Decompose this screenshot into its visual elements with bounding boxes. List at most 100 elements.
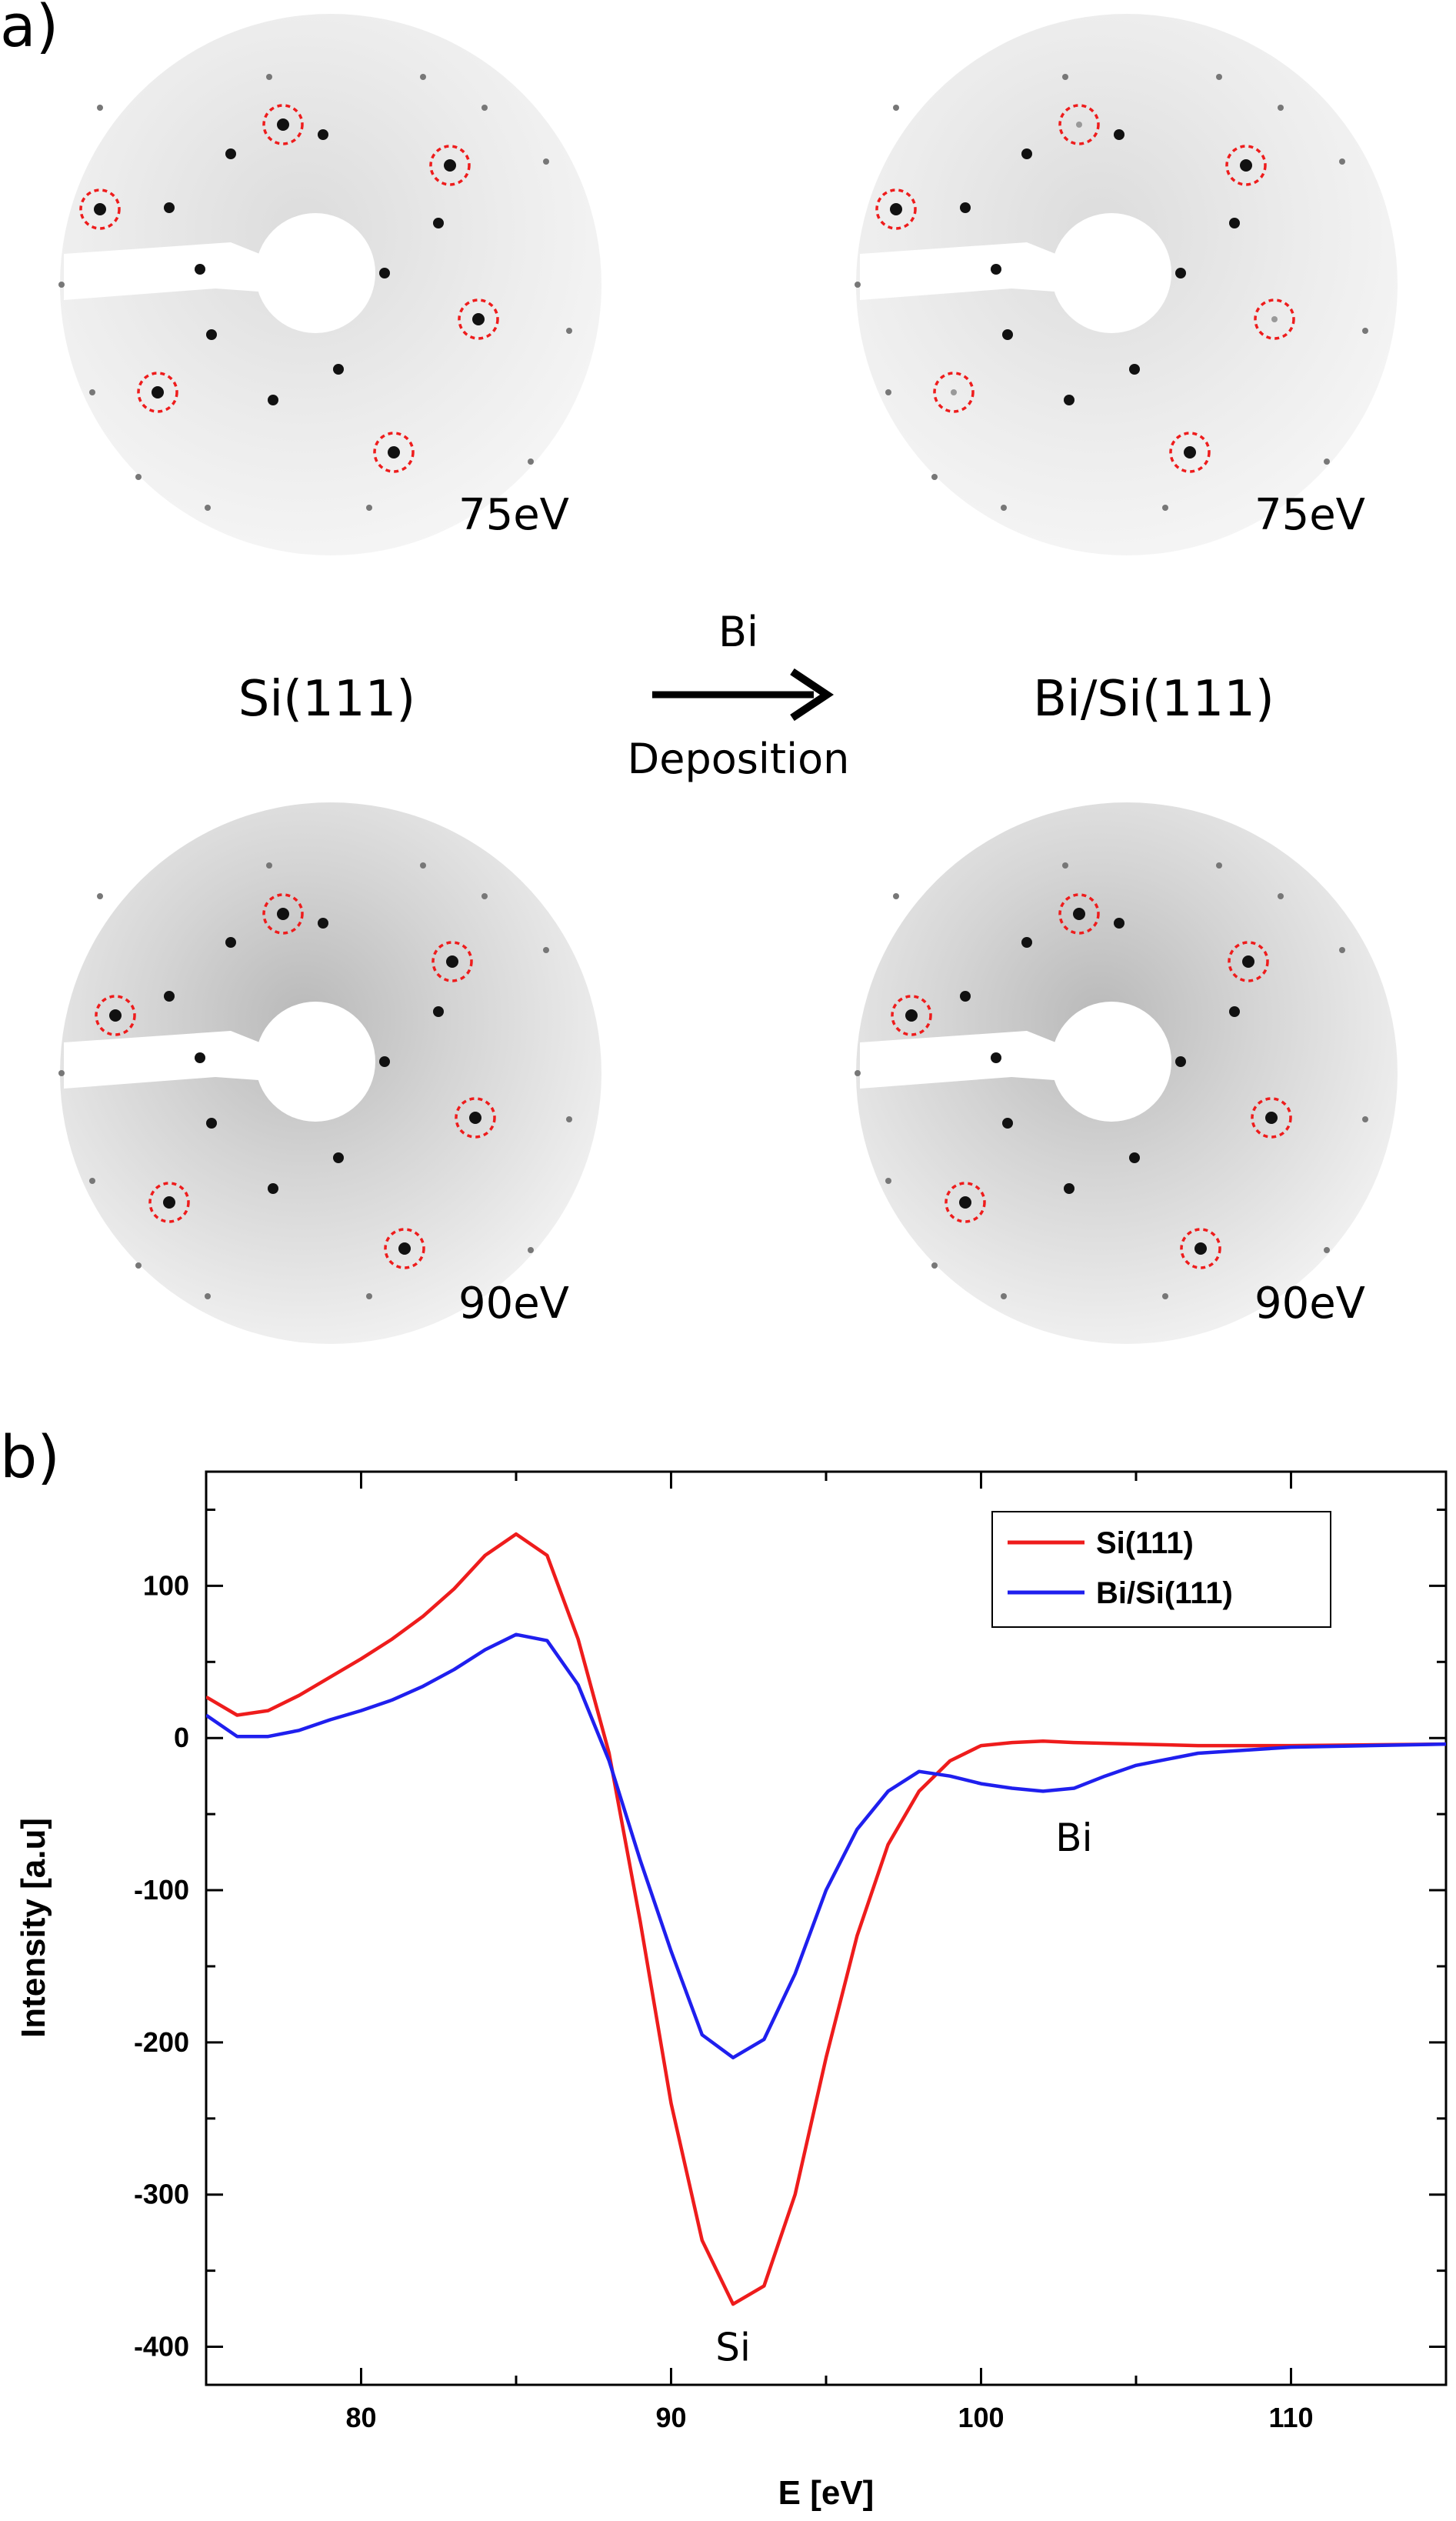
leed-faint-spot: [481, 105, 488, 111]
leed-faint-spot: [1216, 862, 1222, 869]
leed-spot: [318, 129, 328, 140]
y-tick-label: -200: [134, 2026, 189, 2058]
series-line-bi-si111: [206, 1632, 1446, 2059]
leed-spot: [1114, 129, 1124, 140]
leed-spot: [1021, 937, 1032, 948]
gun-aperture: [1051, 1002, 1171, 1122]
leed-faint-spot: [1362, 1116, 1368, 1122]
leed-spot: [1002, 1118, 1013, 1129]
electron-gun: [64, 242, 269, 300]
leed-spot: [109, 1009, 122, 1022]
spot-marker-circle: [148, 1182, 190, 1223]
leed-spot: [433, 218, 444, 228]
leed-spot: [890, 203, 902, 215]
leed-spot: [1114, 918, 1124, 929]
y-tick-label: -300: [134, 2179, 189, 2210]
leed-faint-spot: [1162, 1293, 1168, 1299]
spot-marker-circle: [1254, 298, 1295, 340]
leed-spot: [1184, 446, 1196, 459]
energy-label: 75eV: [1254, 490, 1365, 540]
spot-marker-circle: [431, 941, 473, 982]
leed-faint-spot: [89, 389, 95, 395]
spot-marker-circle: [373, 432, 415, 473]
leed-faint-spot: [893, 893, 899, 899]
leed-spot: [472, 313, 485, 325]
gun-aperture: [255, 213, 375, 333]
spot-marker-circle: [1058, 893, 1100, 935]
leed-faint-spot: [885, 1178, 891, 1184]
spot-marker-circle: [1251, 1097, 1292, 1139]
left-sample-label: Si(111): [238, 671, 416, 728]
leed-spot: [444, 159, 456, 172]
leed-faint-spot: [89, 1178, 95, 1184]
leed-faint-spot: [1001, 505, 1007, 511]
spot-marker-circle: [95, 995, 136, 1036]
leed-spot: [1271, 316, 1278, 322]
spot-marker-circle: [891, 995, 932, 1036]
spot-marker-circle: [79, 188, 121, 230]
leed-faint-spot: [135, 1262, 142, 1269]
leed-spot: [1194, 1242, 1207, 1255]
leed-faint-spot: [1339, 947, 1345, 953]
leed-faint-spot: [1216, 74, 1222, 80]
y-tick-label: -100: [134, 1874, 189, 1906]
leed-spot: [163, 1196, 175, 1209]
leed-faint-spot: [1062, 74, 1068, 80]
leed-spot: [1129, 364, 1140, 375]
leed-faint-spot: [566, 328, 572, 334]
leed-faint-spot: [97, 105, 103, 111]
annotation-bi: Bi: [1055, 1816, 1092, 1860]
leed-faint-spot: [366, 505, 372, 511]
leed-faint-spot: [1062, 862, 1068, 869]
panel-b-label: b): [0, 1422, 60, 1491]
leed-spot: [951, 389, 957, 395]
leed-spot: [206, 329, 217, 340]
electron-gun: [860, 242, 1065, 300]
electron-gun: [64, 1031, 269, 1089]
leed-faint-spot: [931, 474, 938, 480]
leed-spot: [379, 268, 390, 278]
y-tick-label: 0: [174, 1722, 189, 1753]
spot-marker-circle: [875, 188, 917, 230]
deposition-arrow: [652, 668, 835, 722]
x-tick-label: 80: [345, 2402, 376, 2433]
axis-ticks: 80 90 100 110 100 0 -100 -200 -300 -400: [134, 1472, 1448, 2433]
x-axis-label: E [eV]: [778, 2474, 875, 2512]
leed-faint-spot: [420, 862, 426, 869]
leed-image-1: 75eV: [58, 14, 601, 555]
leed-faint-spot: [1278, 105, 1284, 111]
spot-marker-circle: [1225, 145, 1267, 186]
leed-spot: [94, 203, 106, 215]
leed-spot: [1064, 1183, 1075, 1194]
spot-marker-circle: [262, 104, 304, 145]
leed-spot: [225, 937, 236, 948]
leed-faint-spot: [893, 105, 899, 111]
spot-marker-circle: [933, 372, 975, 413]
leed-faint-spot: [205, 505, 211, 511]
arrow-top-label: Bi: [718, 608, 758, 656]
annotation-si: Si: [715, 2326, 751, 2370]
leed-faint-spot: [528, 1247, 534, 1253]
leed-spot: [959, 1196, 971, 1209]
leed-faint-spot: [1162, 505, 1168, 511]
leed-spot: [1175, 268, 1186, 278]
leed-spot: [1229, 218, 1240, 228]
leed-spot: [333, 364, 344, 375]
x-tick-label: 100: [958, 2402, 1004, 2433]
leed-spot: [1229, 1006, 1240, 1017]
legend-label: Si(111): [1096, 1526, 1194, 1560]
series-line-si111: [206, 1532, 1446, 2306]
right-sample-label: Bi/Si(111): [1033, 671, 1274, 728]
leed-spot: [225, 148, 236, 159]
electron-gun: [860, 1031, 1065, 1089]
arrow-bottom-label: Deposition: [628, 735, 850, 783]
leed-spot: [1021, 148, 1032, 159]
panel-a-label: a): [0, 0, 58, 60]
spot-marker-circle: [137, 372, 178, 413]
leed-spot: [1242, 955, 1254, 968]
leed-faint-spot: [543, 947, 549, 953]
chart-annotations: Si Bi: [715, 1816, 1092, 2370]
leed-spot: [991, 1052, 1001, 1063]
leed-faint-spot: [566, 1116, 572, 1122]
